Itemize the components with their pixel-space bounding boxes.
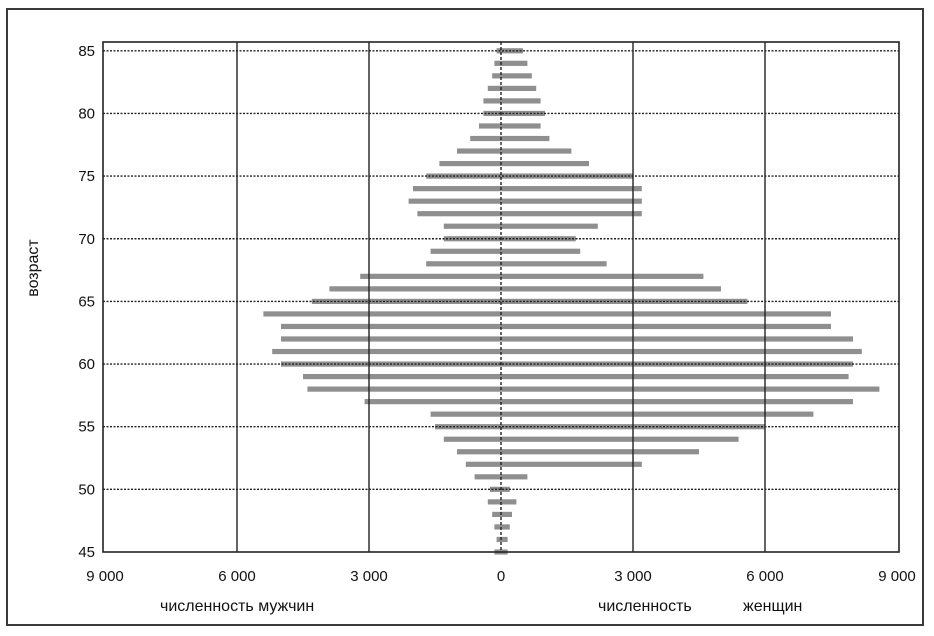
bar-women-age-50 — [501, 486, 510, 492]
bar-women-age-72 — [501, 211, 642, 217]
x-axis-label-men: численность мужчин — [160, 598, 314, 615]
bar-women-age-82 — [501, 85, 537, 91]
bar-men-age-76 — [439, 160, 501, 167]
bar-men-age-73 — [408, 198, 501, 204]
bar-men-age-47 — [494, 524, 501, 530]
bar-men-age-83 — [492, 73, 501, 79]
bar-women-age-81 — [501, 98, 541, 104]
y-tick-labels: 45 50 55 60 65 70 75 80 85 — [78, 43, 95, 561]
bar-men-age-67 — [360, 273, 501, 279]
bar-women-age-79 — [501, 123, 541, 129]
x-tick-labels: 9 000 6 000 3 000 0 3 000 6 000 9 000 — [86, 568, 916, 585]
bar-men-age-54 — [443, 436, 501, 442]
bar-women-age-57 — [501, 399, 853, 405]
bar-men-age-69 — [430, 248, 501, 254]
y-tick-label: 45 — [78, 544, 95, 561]
bar-women-age-51 — [501, 474, 528, 480]
bar-women-age-54 — [501, 436, 739, 442]
y-tick-label: 55 — [78, 419, 95, 436]
x-tick-label: 3 000 — [614, 568, 652, 585]
bar-men-age-65 — [311, 298, 501, 304]
x-tick-label: 9 000 — [878, 568, 916, 585]
bar-women-age-71 — [501, 223, 598, 229]
bar-women-age-46 — [501, 536, 508, 543]
bar-women-age-47 — [501, 524, 510, 530]
bar-men-age-57 — [364, 399, 501, 405]
y-tick-label: 85 — [78, 43, 95, 60]
bar-women-age-61 — [501, 348, 862, 355]
bar-men-age-56 — [430, 411, 501, 417]
bar-women-age-56 — [501, 411, 814, 417]
bar-women-age-73 — [501, 198, 642, 204]
bar-men-age-46 — [496, 536, 501, 543]
y-tick-label: 80 — [78, 105, 95, 122]
bar-men-age-49 — [487, 499, 501, 505]
bar-men-age-63 — [281, 323, 501, 330]
bar-men-age-48 — [492, 511, 501, 518]
plot-border — [102, 41, 900, 553]
bar-women-age-66 — [501, 286, 721, 292]
bar-women-age-78 — [501, 135, 550, 142]
bar-women-age-59 — [501, 373, 849, 380]
bar-women-age-64 — [501, 311, 831, 317]
bar-women-age-68 — [501, 261, 607, 267]
x-tick-label: 6 000 — [218, 568, 256, 585]
bar-men-age-78 — [470, 135, 501, 142]
bar-men-age-66 — [329, 286, 501, 292]
y-tick-label: 70 — [78, 231, 95, 248]
bar-men-age-61 — [272, 348, 501, 355]
bar-women-age-85 — [501, 48, 523, 54]
bar-women-age-63 — [501, 323, 831, 330]
bar-men-age-64 — [263, 311, 501, 317]
bar-women-age-58 — [501, 386, 880, 392]
bar-men-age-72 — [417, 211, 501, 217]
bar-women-age-53 — [501, 449, 699, 455]
bar-women-age-83 — [501, 73, 532, 79]
bar-men-age-77 — [457, 148, 501, 154]
bar-women-age-76 — [501, 160, 589, 167]
bar-men-age-52 — [465, 461, 501, 467]
bar-women-age-62 — [501, 336, 853, 342]
x-axis-label-women-1: численность — [598, 598, 692, 615]
bar-women-age-77 — [501, 148, 572, 154]
x-tick-label: 6 000 — [746, 568, 784, 585]
bar-men-age-74 — [413, 186, 501, 192]
bar-women-age-65 — [501, 298, 748, 304]
bar-women-age-49 — [501, 499, 517, 505]
x-tick-label: 9 000 — [86, 568, 124, 585]
y-tick-label: 65 — [78, 293, 95, 310]
bar-women-age-52 — [501, 461, 642, 467]
bar-women-age-84 — [501, 60, 528, 66]
y-tick-label: 75 — [78, 168, 95, 185]
y-tick-label: 50 — [78, 481, 95, 498]
x-tick-label: 3 000 — [350, 568, 388, 585]
bar-men-age-71 — [443, 223, 501, 229]
bar-men-age-81 — [483, 98, 501, 104]
bar-women-age-74 — [501, 186, 642, 192]
bar-men-age-84 — [494, 60, 501, 66]
bar-men-age-58 — [307, 386, 501, 392]
bar-women-age-67 — [501, 273, 704, 279]
y-tick-label: 60 — [78, 356, 95, 373]
grid-layer — [103, 42, 899, 552]
bar-men-age-53 — [457, 449, 501, 455]
bar-men-age-62 — [281, 336, 501, 342]
bar-men-age-68 — [426, 261, 501, 267]
x-axis-label-women-2: женщин — [743, 598, 802, 615]
x-tick-label: 0 — [497, 568, 505, 585]
bar-women-age-48 — [501, 511, 512, 518]
bar-men-age-59 — [303, 373, 501, 380]
y-axis-label: возраст — [25, 239, 42, 297]
bar-men-age-51 — [474, 474, 501, 480]
bar-men-age-79 — [479, 123, 501, 129]
bar-men-age-82 — [487, 85, 501, 91]
bar-women-age-69 — [501, 248, 581, 254]
